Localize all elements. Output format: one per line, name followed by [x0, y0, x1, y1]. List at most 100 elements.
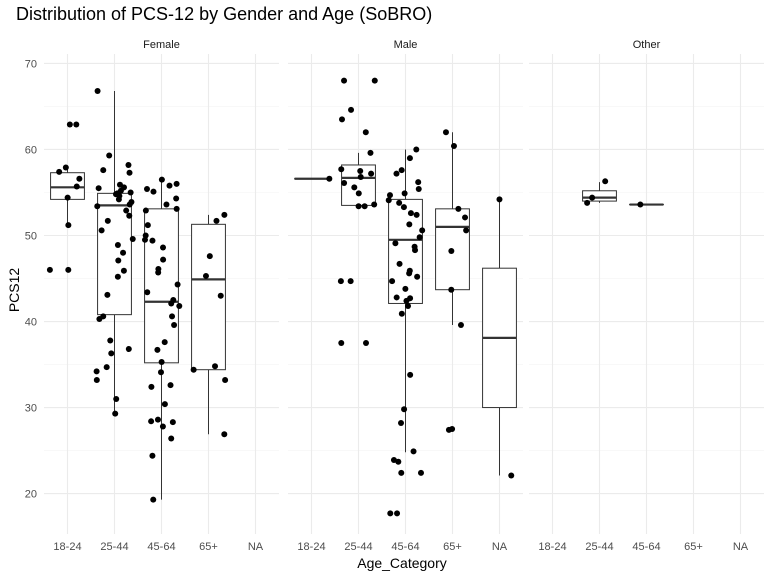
data-point: [584, 199, 591, 206]
data-point: [115, 196, 122, 203]
data-point: [114, 273, 121, 280]
data-point: [371, 77, 378, 84]
data-point: [637, 201, 644, 208]
x-tick-label: 65+: [443, 541, 462, 553]
data-point: [455, 205, 462, 212]
data-point: [173, 205, 180, 212]
box-25-44: [341, 152, 376, 207]
data-point: [445, 426, 452, 433]
data-point: [589, 194, 596, 201]
data-point: [357, 174, 364, 181]
data-point: [394, 510, 401, 517]
data-point: [403, 297, 410, 304]
data-point: [158, 358, 165, 365]
data-point: [96, 315, 103, 322]
data-point: [387, 510, 394, 517]
data-point: [398, 167, 405, 174]
data-point: [414, 273, 421, 280]
data-point: [169, 313, 176, 320]
x-tick-label: 65+: [684, 541, 703, 553]
data-point: [368, 170, 375, 177]
data-point: [176, 303, 183, 310]
data-point: [202, 272, 209, 279]
y-tick-label: 60: [25, 144, 37, 156]
data-point: [217, 292, 224, 299]
data-point: [415, 186, 422, 193]
data-point: [341, 77, 348, 84]
data-point: [150, 496, 157, 503]
box-rect: [582, 190, 617, 202]
data-point: [190, 366, 197, 373]
box-rect: [97, 192, 132, 316]
data-point: [123, 207, 130, 214]
data-point: [602, 178, 609, 185]
data-point: [98, 227, 105, 234]
facet-label: Other: [633, 39, 661, 51]
data-point: [348, 106, 355, 113]
data-point: [338, 166, 345, 173]
data-point: [367, 149, 374, 156]
x-tick-label: 45-64: [147, 541, 175, 553]
data-point: [415, 179, 422, 186]
data-point: [406, 270, 413, 277]
box-NA: [482, 199, 517, 476]
data-point: [148, 418, 155, 425]
data-point: [112, 410, 119, 417]
data-point: [73, 183, 80, 190]
data-point: [362, 129, 369, 136]
data-point: [157, 369, 164, 376]
x-axis-title: Age_Category: [357, 555, 447, 571]
data-point: [166, 182, 173, 189]
data-point: [168, 300, 175, 307]
data-point: [149, 237, 156, 244]
data-point: [174, 281, 181, 288]
data-point: [402, 285, 409, 292]
data-point: [392, 240, 399, 247]
data-point: [171, 321, 178, 328]
data-point: [463, 227, 470, 234]
facet-panel-male: Male 18-24 25-44 45-64 65+ NA: [288, 39, 523, 553]
data-point: [104, 291, 111, 298]
data-point: [401, 406, 408, 413]
data-point: [141, 236, 148, 243]
data-point: [389, 278, 396, 285]
data-point: [406, 221, 413, 228]
y-axis-title: PCS12: [6, 268, 22, 313]
data-point: [125, 346, 132, 353]
data-point: [154, 416, 161, 423]
data-point: [126, 212, 133, 219]
data-point: [401, 190, 408, 197]
data-point: [76, 175, 83, 182]
facet-panels: Female 18-24 25-44 45-64 65+ NA Male 18-24 25-44…: [25, 39, 764, 553]
data-point: [64, 194, 71, 201]
data-point: [407, 371, 414, 378]
x-tick-label: 25-44: [585, 541, 613, 553]
data-point: [398, 310, 405, 317]
data-point: [114, 241, 121, 248]
x-tick-label: NA: [733, 541, 749, 553]
data-point: [144, 222, 151, 229]
data-point: [339, 116, 345, 123]
data-point: [337, 278, 344, 285]
data-point: [173, 195, 180, 202]
facet-label: Male: [394, 39, 418, 51]
data-point: [129, 235, 136, 242]
data-point: [126, 201, 133, 208]
data-point: [155, 269, 162, 276]
data-point: [95, 185, 102, 192]
y-tick-label: 20: [25, 489, 37, 501]
data-point: [161, 401, 168, 408]
data-point: [108, 350, 115, 357]
box-25-44: [97, 90, 132, 414]
data-point: [103, 364, 110, 371]
data-point: [94, 87, 101, 94]
data-point: [73, 121, 80, 128]
data-point: [396, 199, 403, 206]
data-point: [419, 227, 426, 234]
x-tick-label: 25-44: [100, 541, 128, 553]
data-point: [393, 170, 400, 177]
facet-panel-female: Female 18-24 25-44 45-64 65+ NA: [44, 39, 279, 553]
box-25-44: [582, 182, 617, 203]
x-tick-label: 25-44: [344, 541, 372, 553]
